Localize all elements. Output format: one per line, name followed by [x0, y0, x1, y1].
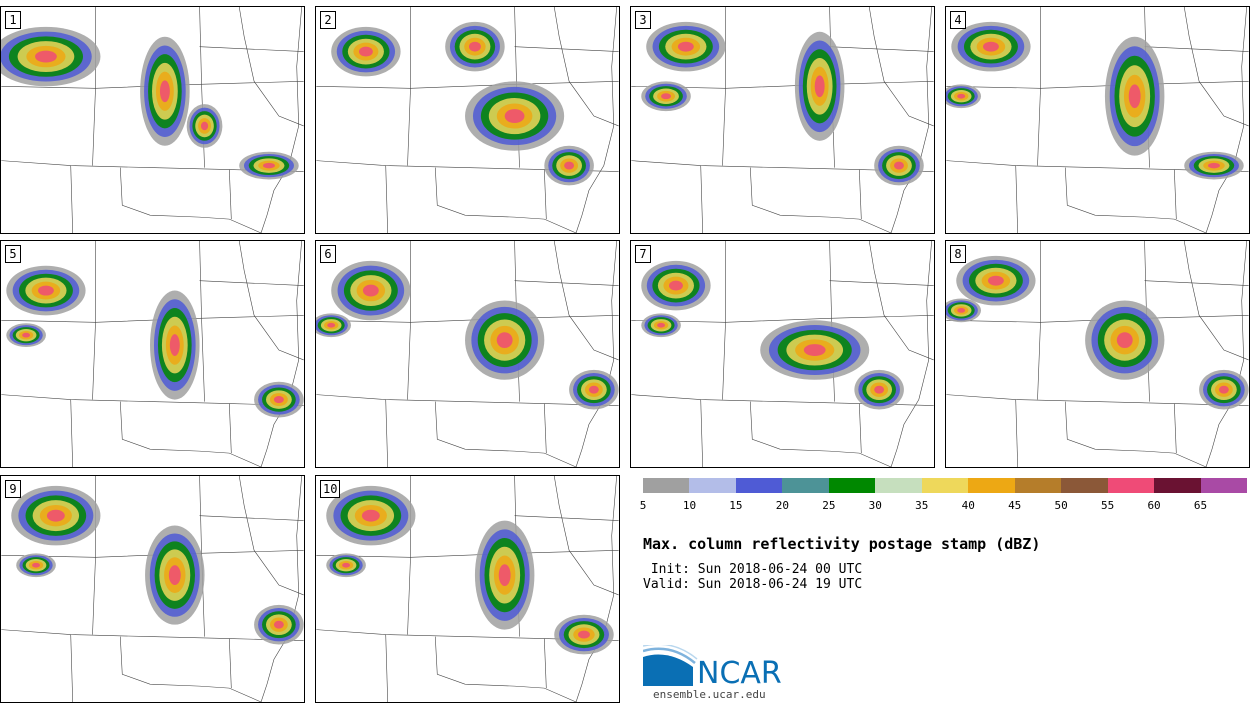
postage-stamp-9: 9 [0, 475, 305, 703]
chart-title: Max. column reflectivity postage stamp (… [643, 535, 1041, 553]
colorbar-swatch [1061, 478, 1108, 493]
postage-stamp-10: 10 [315, 475, 620, 703]
map-panel-3 [631, 7, 934, 233]
stamp-label: 3 [635, 11, 651, 29]
ncar-logo-text: NCAR [697, 656, 782, 691]
map-panel-6 [316, 241, 619, 467]
stamp-label: 2 [320, 11, 336, 29]
site-url: ensemble.ucar.edu [653, 688, 766, 701]
map-panel-8 [946, 241, 1249, 467]
stamp-label: 10 [320, 480, 341, 498]
map-panel-2 [316, 7, 619, 233]
colorbar-swatch [1014, 478, 1062, 493]
postage-stamp-3: 3 [630, 6, 935, 234]
map-panel-4 [946, 7, 1249, 233]
colorbar-tick-label: 20 [775, 499, 789, 512]
colorbar-swatch [1200, 478, 1248, 493]
colorbar-tick-label: 50 [1054, 499, 1068, 512]
colorbar-tick-label: 25 [822, 499, 836, 512]
stamp-label: 8 [950, 245, 966, 263]
stamp-label: 6 [320, 245, 336, 263]
colorbar-tick-label: 55 [1100, 499, 1115, 512]
ncar-logo-icon [643, 645, 698, 686]
colorbar-tick-label: 30 [868, 499, 882, 512]
colorbar-tick-label: 60 [1147, 499, 1161, 512]
stamp-label: 1 [5, 11, 21, 29]
postage-stamp-6: 6 [315, 240, 620, 468]
postage-stamp-2: 2 [315, 6, 620, 234]
postage-stamp-5: 5 [0, 240, 305, 468]
init-time: Init: Sun 2018-06-24 00 UTC [643, 562, 863, 577]
stamp-label: 7 [635, 245, 651, 263]
colorbar-tick-label: 5 [639, 499, 647, 512]
reflectivity-colorbar [643, 478, 1248, 493]
colorbar-swatch [1154, 478, 1201, 493]
map-panel-5 [1, 241, 304, 467]
stamp-label: 4 [950, 11, 966, 29]
postage-stamp-7: 7 [630, 240, 935, 468]
colorbar-swatch [921, 478, 969, 493]
postage-stamp-8: 8 [945, 240, 1250, 468]
colorbar-swatch [828, 478, 876, 493]
colorbar-tick-label: 35 [915, 499, 929, 512]
valid-time: Valid: Sun 2018-06-24 19 UTC [643, 577, 863, 592]
colorbar-tick-label: 40 [961, 499, 975, 512]
map-panel-10 [316, 476, 619, 702]
map-panel-9 [1, 476, 304, 702]
colorbar-tick-label: 65 [1193, 499, 1208, 512]
colorbar-swatch [643, 478, 690, 493]
colorbar-tick-label: 15 [729, 499, 743, 512]
postage-stamp-4: 4 [945, 6, 1250, 234]
colorbar-swatch [735, 478, 783, 493]
stamp-label: 9 [5, 480, 21, 498]
colorbar-swatch [782, 478, 829, 493]
stamp-label: 5 [5, 245, 21, 263]
colorbar-swatch [968, 478, 1015, 493]
postage-stamp-1: 1 [0, 6, 305, 234]
colorbar-swatch [689, 478, 736, 493]
map-panel-7 [631, 241, 934, 467]
colorbar-ticks: 5 10 15 20 25 30 35 40 45 50 55 60 65 [639, 499, 1247, 513]
colorbar-tick-label: 45 [1008, 499, 1022, 512]
colorbar-swatch [875, 478, 922, 493]
colorbar-tick-label: 10 [682, 499, 697, 512]
map-panel-1 [1, 7, 304, 233]
colorbar-swatch [1107, 478, 1155, 493]
